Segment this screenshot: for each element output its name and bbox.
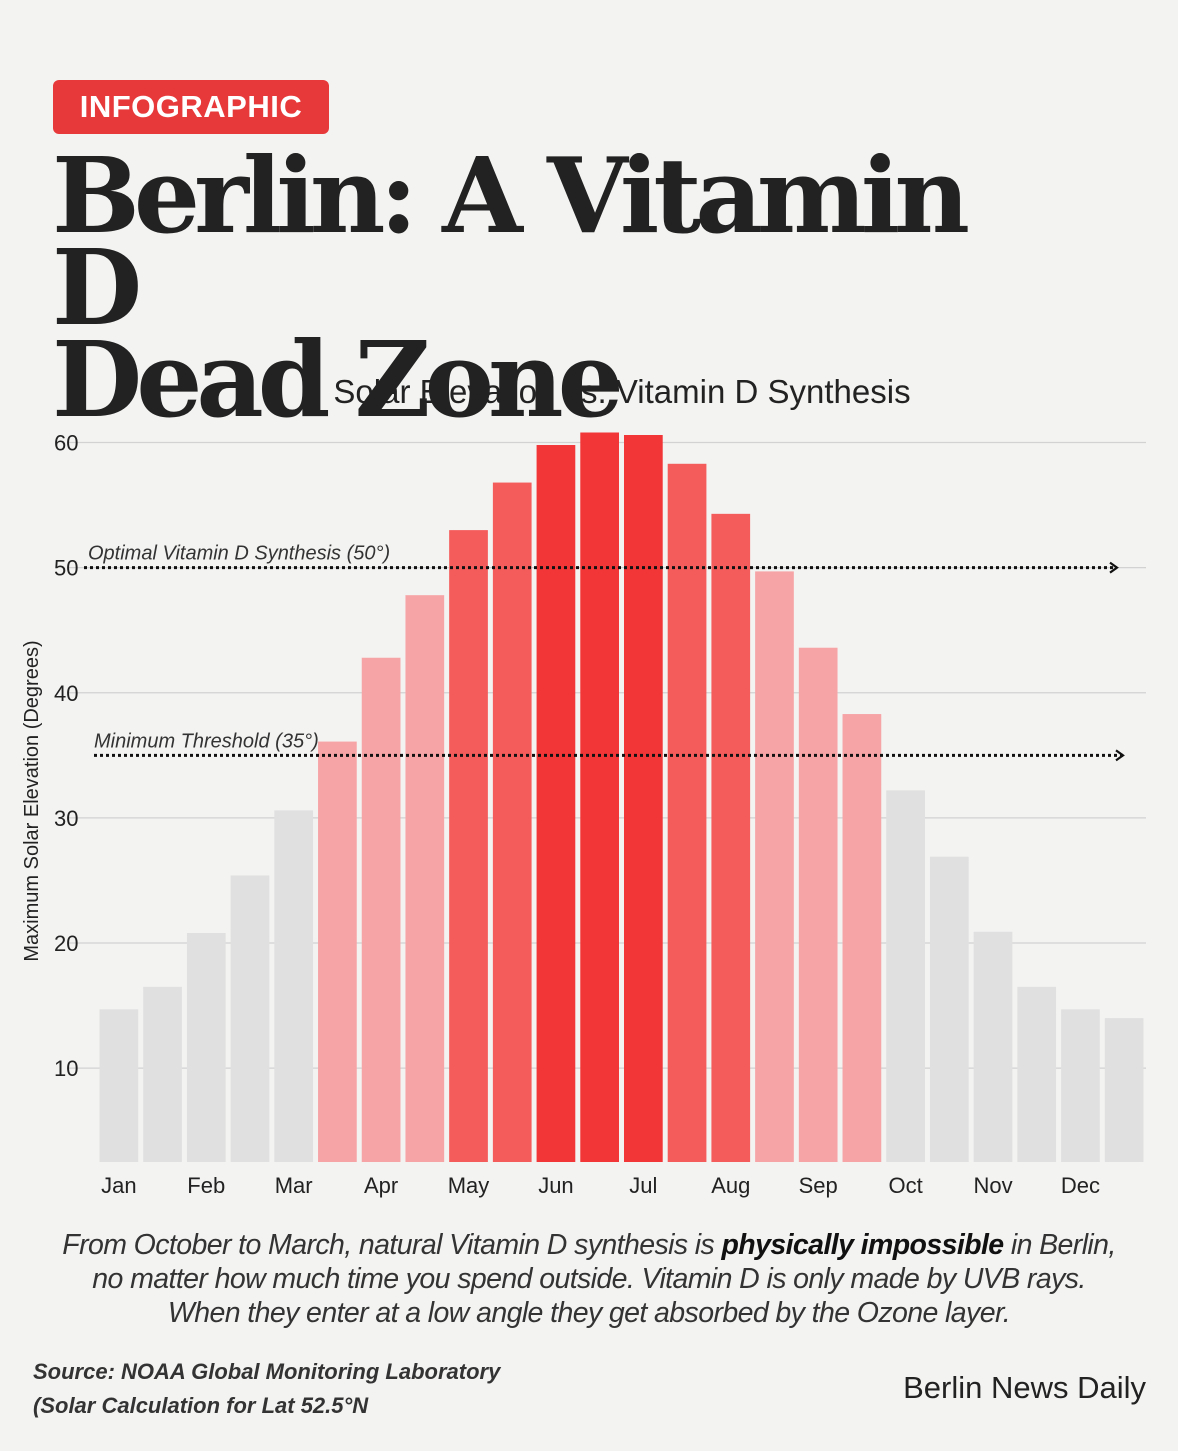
headline-line-1: Berlin: A Vitamin D: [52, 134, 970, 349]
bar: [755, 571, 794, 1162]
y-tick-label: 50: [54, 556, 78, 581]
bar: [1061, 1009, 1100, 1162]
chart-title: Solar Elevation vs. Vitamin D Synthesis: [333, 373, 911, 410]
caption-emphasis: physically impossible: [721, 1229, 1005, 1261]
headline: Berlin: A Vitamin D Dead Zone: [52, 134, 1052, 441]
x-tick-label: Mar: [275, 1173, 313, 1198]
caption-line-1-end: in Berlin,: [1003, 1229, 1116, 1261]
bar: [274, 810, 314, 1162]
bar-chart: 10 20 30 40 50 60 Optimal Vitamin D Synthesis…: [21, 431, 1146, 1198]
x-tick-label: Apr: [364, 1173, 398, 1198]
headline-line-2: Dead Zone: [52, 318, 624, 441]
caption-line-2: no matter how much time you spend outsid…: [92, 1263, 1086, 1295]
bar: [536, 445, 576, 1162]
bar: [973, 931, 1013, 1162]
category-badge: INFOGRAPHIC: [53, 80, 329, 134]
bars: [99, 432, 1144, 1162]
bar: [99, 1009, 139, 1162]
x-tick-label: Jul: [629, 1173, 657, 1198]
reference-line-label: Minimum Threshold (35°): [94, 730, 319, 752]
bar: [886, 790, 925, 1162]
y-tick-label: 40: [54, 681, 78, 706]
caption-line-3: When they enter at a low angle they get …: [167, 1297, 1011, 1329]
x-tick-label: May: [448, 1173, 490, 1198]
caption-line-1: From October to March, natural Vitamin D…: [0, 1228, 1178, 1262]
bar: [230, 875, 270, 1162]
x-axis-ticks: Jan Feb Mar Apr May Jun Jul Aug Sep Oct Nov Dec: [101, 1173, 1100, 1198]
x-tick-label: Jun: [538, 1173, 573, 1198]
y-tick-label: 60: [54, 431, 78, 456]
y-axis-label: Maximum Solar Elevation (Degrees): [21, 640, 43, 961]
y-tick-label: 20: [54, 931, 78, 956]
bar: [449, 530, 488, 1162]
x-tick-label: Sep: [799, 1173, 838, 1198]
x-tick-label: Dec: [1061, 1173, 1100, 1198]
x-tick-label: Aug: [711, 1173, 750, 1198]
bar: [1017, 986, 1057, 1162]
source-line-2: (Solar Calculation for Lat 52.5°N: [33, 1393, 369, 1418]
caption-line-1-start: From October to March, natural Vitamin D…: [62, 1229, 722, 1261]
x-tick-label: Jan: [101, 1173, 136, 1198]
y-axis-ticks: 10 20 30 40 50 60: [54, 431, 78, 1082]
y-tick-label: 30: [54, 806, 78, 831]
bar: [624, 435, 663, 1162]
bar: [361, 657, 401, 1162]
x-tick-label: Feb: [187, 1173, 225, 1198]
bar: [798, 647, 838, 1162]
caption: From October to March, natural Vitamin D…: [0, 1228, 1178, 1330]
reference-line-label: Optimal Vitamin D Synthesis (50°): [88, 543, 390, 565]
bar: [667, 463, 707, 1162]
bar: [143, 986, 182, 1162]
x-tick-label: Nov: [973, 1173, 1012, 1198]
source-line-1: Source: NOAA Global Monitoring Laborator…: [33, 1359, 501, 1384]
bar: [711, 513, 751, 1162]
reference-lines: Optimal Vitamin D Synthesis (50°) Minimum…: [84, 543, 1125, 762]
source-note: Source: NOAA Global Monitoring Laborator…: [33, 1355, 500, 1423]
y-tick-label: 10: [54, 1056, 78, 1081]
bar: [318, 741, 357, 1162]
bar: [186, 933, 226, 1162]
bar: [405, 595, 445, 1162]
publisher-name: Berlin News Daily: [903, 1370, 1146, 1405]
bar: [842, 714, 882, 1162]
bar: [580, 432, 619, 1162]
bar: [1104, 1018, 1144, 1162]
bar: [492, 482, 532, 1162]
x-tick-label: Oct: [888, 1173, 922, 1198]
bar: [929, 856, 969, 1162]
